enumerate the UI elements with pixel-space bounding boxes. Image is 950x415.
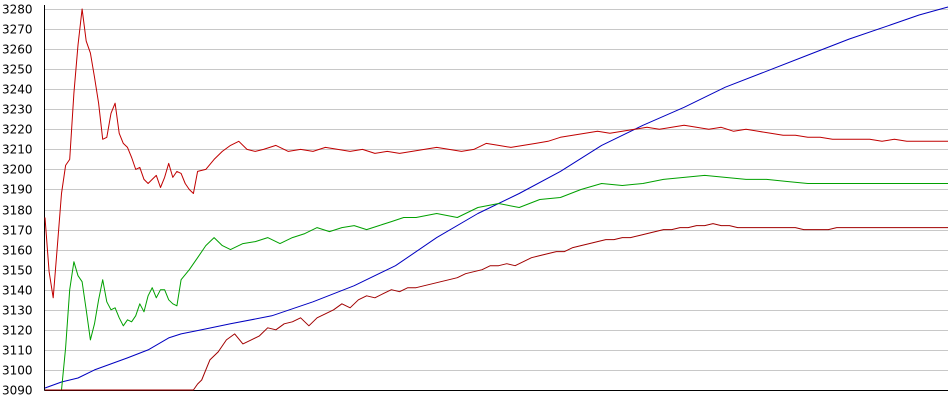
series-line-1 xyxy=(44,6,949,389)
series-line-3 xyxy=(44,8,948,299)
y-tick-label: 3100 xyxy=(2,364,33,378)
grid-lines xyxy=(45,9,948,371)
y-tick-label: 3170 xyxy=(2,224,33,238)
y-tick-label: 3230 xyxy=(2,103,33,117)
y-tick-label: 3210 xyxy=(2,143,33,157)
series-lines xyxy=(44,6,949,391)
y-tick-label: 3240 xyxy=(2,83,33,97)
y-tick-label: 3190 xyxy=(2,183,33,197)
y-tick-label: 3260 xyxy=(2,43,33,57)
y-tick-label: 3180 xyxy=(2,204,33,218)
y-tick-label: 3090 xyxy=(2,384,33,398)
y-tick-label: 3150 xyxy=(2,264,33,278)
y-tick-label: 3160 xyxy=(2,244,33,258)
y-tick-label: 3250 xyxy=(2,63,33,77)
y-tick-label: 3110 xyxy=(2,344,33,358)
y-tick-label: 3120 xyxy=(2,324,33,338)
y-tick-label: 3130 xyxy=(2,304,33,318)
y-axis-tick-labels: 3090 3100 3110 3120 3130 3140 3150 3160 3170 3180… xyxy=(2,3,33,398)
y-tick-label: 3140 xyxy=(2,284,33,298)
series-line-2 xyxy=(45,174,948,391)
series-line-4 xyxy=(45,223,948,391)
y-tick-label: 3200 xyxy=(2,163,33,177)
y-tick-label: 3280 xyxy=(2,3,33,17)
y-tick-label: 3220 xyxy=(2,123,33,137)
y-tick-label: 3270 xyxy=(2,23,33,37)
